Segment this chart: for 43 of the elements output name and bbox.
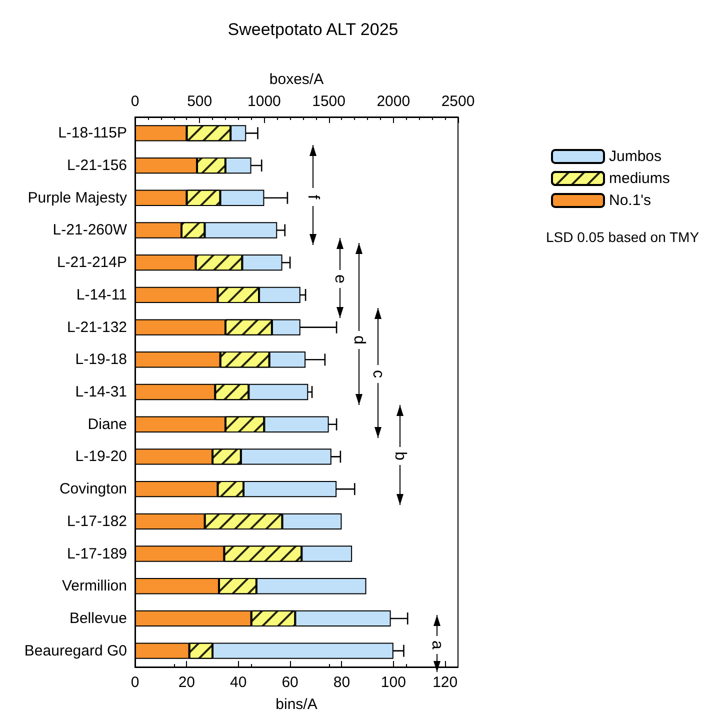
y-tick-label: L-19-20 <box>75 448 127 466</box>
x2-tick-label: 2000 <box>376 93 410 110</box>
y-tick-label: L-21-132 <box>66 318 127 336</box>
legend-label: mediums <box>609 170 670 187</box>
y-tick-label: L-14-11 <box>76 286 127 304</box>
y-tick-label: L-21-260W <box>52 222 128 239</box>
text: LSD 0.05 based on TMY <box>546 229 700 245</box>
x2-tick-label: 2500 <box>441 93 475 110</box>
x-axis-title: bins/A <box>276 696 318 713</box>
x2-tick-label: 1000 <box>248 93 281 110</box>
y-tick-label: Vermillion <box>62 578 127 595</box>
x-tick-label: 80 <box>333 674 350 691</box>
y-tick-label: Purple Majesty <box>28 189 128 206</box>
x-tick-label: 40 <box>230 674 247 691</box>
y-tick-label: Bellevue <box>69 610 127 627</box>
x-tick-label: 0 <box>130 674 140 691</box>
annotation: d <box>350 336 368 344</box>
y-tick-label: L-21-214P <box>56 254 127 272</box>
annotation: c <box>370 370 386 378</box>
x2-axis-title: boxes/A <box>269 71 324 88</box>
annotation: f <box>304 194 322 200</box>
y-tick-label: L-18-115P <box>58 124 127 142</box>
y-tick-label: L-21-156 <box>66 157 127 174</box>
annotation: e <box>332 274 348 284</box>
x-tick-label: 60 <box>282 674 298 691</box>
legend-label: Jumbos <box>609 148 662 165</box>
x-tick-label: 20 <box>178 674 196 691</box>
y-tick-label: L-14-31 <box>75 384 127 400</box>
y-tick-label: L-17-182 <box>66 512 127 530</box>
annotation: b <box>392 452 408 461</box>
legend-label: No.1's <box>609 192 652 209</box>
y-tick-label: Diane <box>88 416 127 433</box>
x2-tick-label: 1500 <box>312 93 346 110</box>
x-tick-label: 120 <box>432 674 458 691</box>
x-tick-label: 100 <box>380 674 406 691</box>
y-tick-label: Covington <box>59 480 127 498</box>
x2-tick-label: 0 <box>130 93 140 110</box>
y-tick-label: L-17-189 <box>66 545 127 562</box>
chart-title: Sweetpotato ALT 2025 <box>228 20 398 39</box>
annotation: a <box>428 640 446 650</box>
y-tick-label: Beauregard G0 <box>24 642 127 660</box>
x2-tick-label: 500 <box>187 93 212 110</box>
y-tick-label: L-19-18 <box>75 351 127 368</box>
